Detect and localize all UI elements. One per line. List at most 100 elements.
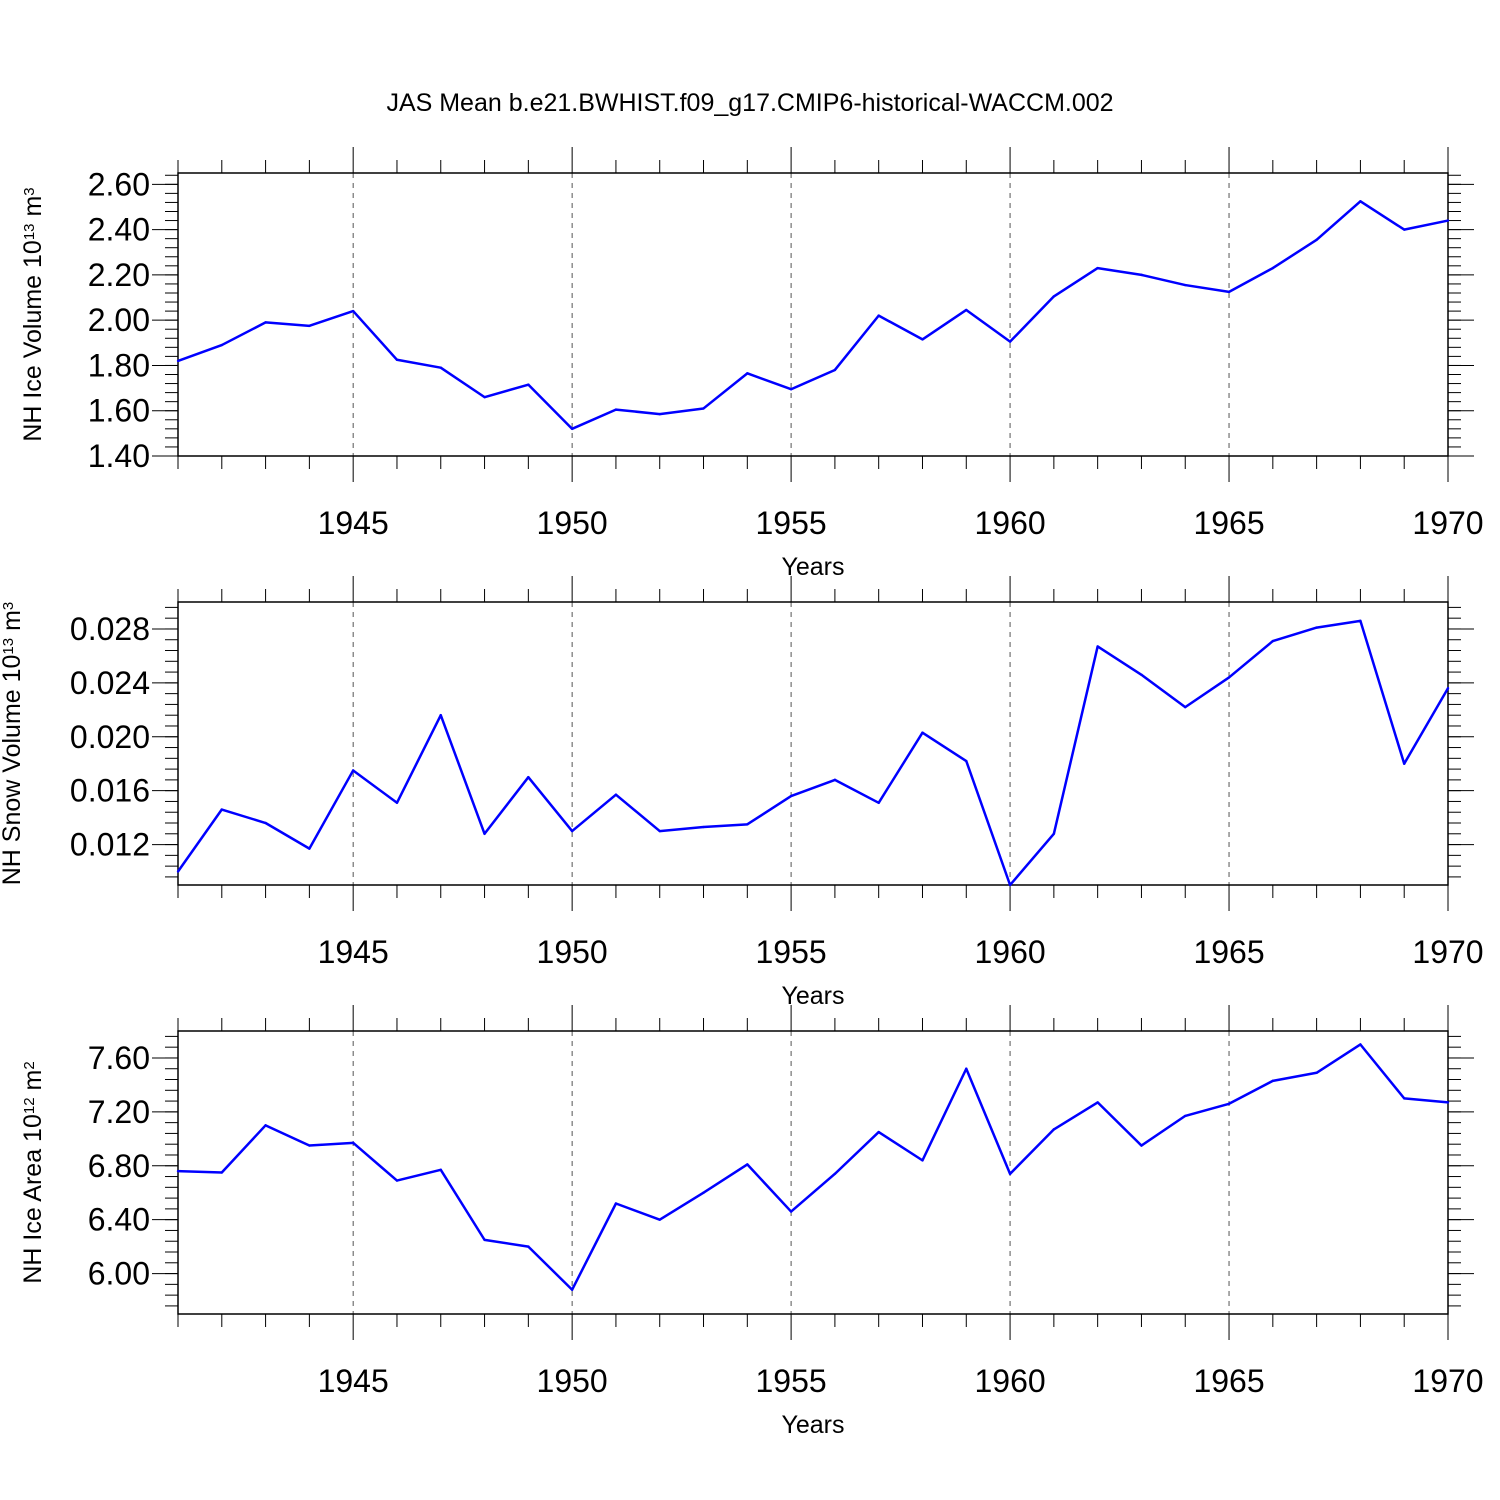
y-axis-label: NH Ice Volume 1013 m3 [19,187,47,441]
data-point [921,338,924,341]
chart-title: JAS Mean b.e21.BWHIST.f09_g17.CMIP6-hist… [386,89,1113,117]
data-point [1403,1097,1406,1100]
data-point [789,388,793,391]
data-point [877,1130,880,1134]
data-point [965,759,968,763]
data-point [658,829,661,833]
data-point [220,343,223,347]
data-point [1008,1172,1012,1176]
data-point [833,1172,837,1176]
x-tick-label: 1960 [974,934,1045,970]
x-tick-label: 1970 [1412,1363,1483,1399]
x-tick-label: 1950 [537,934,608,970]
y-axis-label-part: m [19,1070,47,1098]
y-tick-label: 1.80 [88,347,150,383]
x-tick-label: 1970 [1412,934,1483,970]
x-tick-label: 1955 [756,505,827,541]
data-point [439,1168,442,1172]
x-axis-label: Years [781,1411,844,1439]
y-tick-label: 6.80 [88,1148,150,1184]
y-axis-label-part: NH Ice Area 10 [19,1114,47,1284]
panel-1: 1945 1950 1955 1960 1965 1970 1.40 1.60 1.80 2.00… [19,147,1484,581]
data-point [1052,295,1056,298]
data-point [1271,1079,1275,1083]
data-point [1008,883,1012,887]
data-point [395,801,399,804]
series-line [177,200,1449,431]
data-point [1403,762,1406,765]
data-point [833,778,837,782]
data-point [1140,273,1143,277]
data-point [789,794,793,798]
data-point [702,825,705,829]
y-axis-label-part: 13 [21,223,38,240]
x-tick-label: 1945 [318,1363,389,1399]
y-axis-label: NH Snow Volume 1013 m3 [0,602,26,886]
data-point [264,1124,267,1127]
data-point [176,1169,180,1173]
data-point [351,309,355,313]
data-point [308,324,311,328]
y-tick-label: 2.00 [88,302,150,338]
series-line [176,619,1450,887]
data-point [746,1163,749,1166]
panel-3: 1945 1950 1955 1960 1965 1970 6.00 6.40 6.80 7.20… [19,1005,1484,1439]
y-axis-label-part: NH Ice Volume 10 [19,240,47,442]
y-axis-label-part: m [19,196,47,224]
y-axis-label-part: 3 [0,602,17,610]
y-tick-label: 2.40 [88,212,150,248]
x-tick-label: 1955 [756,934,827,970]
x-tick-label: 1955 [756,1363,827,1399]
data-point [614,408,618,411]
y-tick-label: 2.20 [88,257,150,293]
data-point [220,1171,223,1174]
data-point [1403,228,1406,231]
y-tick-label: 1.40 [88,438,150,474]
y-tick-label: 0.024 [70,665,150,701]
data-point [1096,1101,1099,1104]
data-point [1096,645,1099,648]
data-point [439,714,442,717]
data-point [877,801,880,804]
y-axis-label-part: 13 [0,638,17,655]
data-point [965,308,968,312]
data-point [921,1159,924,1162]
data-point [308,1144,311,1147]
series-line [177,1043,1449,1291]
y-tick-label: 0.020 [70,719,150,755]
plot-frame [177,601,1449,886]
x-tick-label: 1965 [1193,1363,1264,1399]
data-point [483,1238,486,1242]
y-tick-label: 1.60 [88,393,150,429]
plot-frame [177,1030,1449,1315]
data-point [1184,283,1187,287]
data-point [1359,619,1362,623]
data-point [1446,687,1450,690]
y-tick-label: 0.016 [70,773,150,809]
data-point [658,412,661,416]
data-point [1140,1144,1143,1147]
data-point [1359,200,1362,203]
y-axis-label-part: 2 [21,1061,38,1069]
data-point [176,870,180,873]
data-point [789,1210,793,1213]
data-point [570,427,574,431]
data-point [176,359,180,363]
data-point [1446,219,1450,222]
data-point [1052,832,1056,835]
data-point [1052,1128,1056,1131]
data-point [1227,676,1231,679]
x-axis-label: Years [781,553,844,581]
data-point [965,1067,968,1070]
y-tick-label: 7.20 [88,1094,150,1130]
x-tick-label: 1950 [537,505,608,541]
data-point [264,821,267,825]
data-point [746,372,749,375]
data-point [1227,1102,1231,1105]
data-point [1271,266,1275,270]
y-axis-label-part: NH Snow Volume 10 [0,655,26,886]
data-point [877,314,880,317]
plot-frame [177,172,1449,457]
data-point [264,321,267,324]
